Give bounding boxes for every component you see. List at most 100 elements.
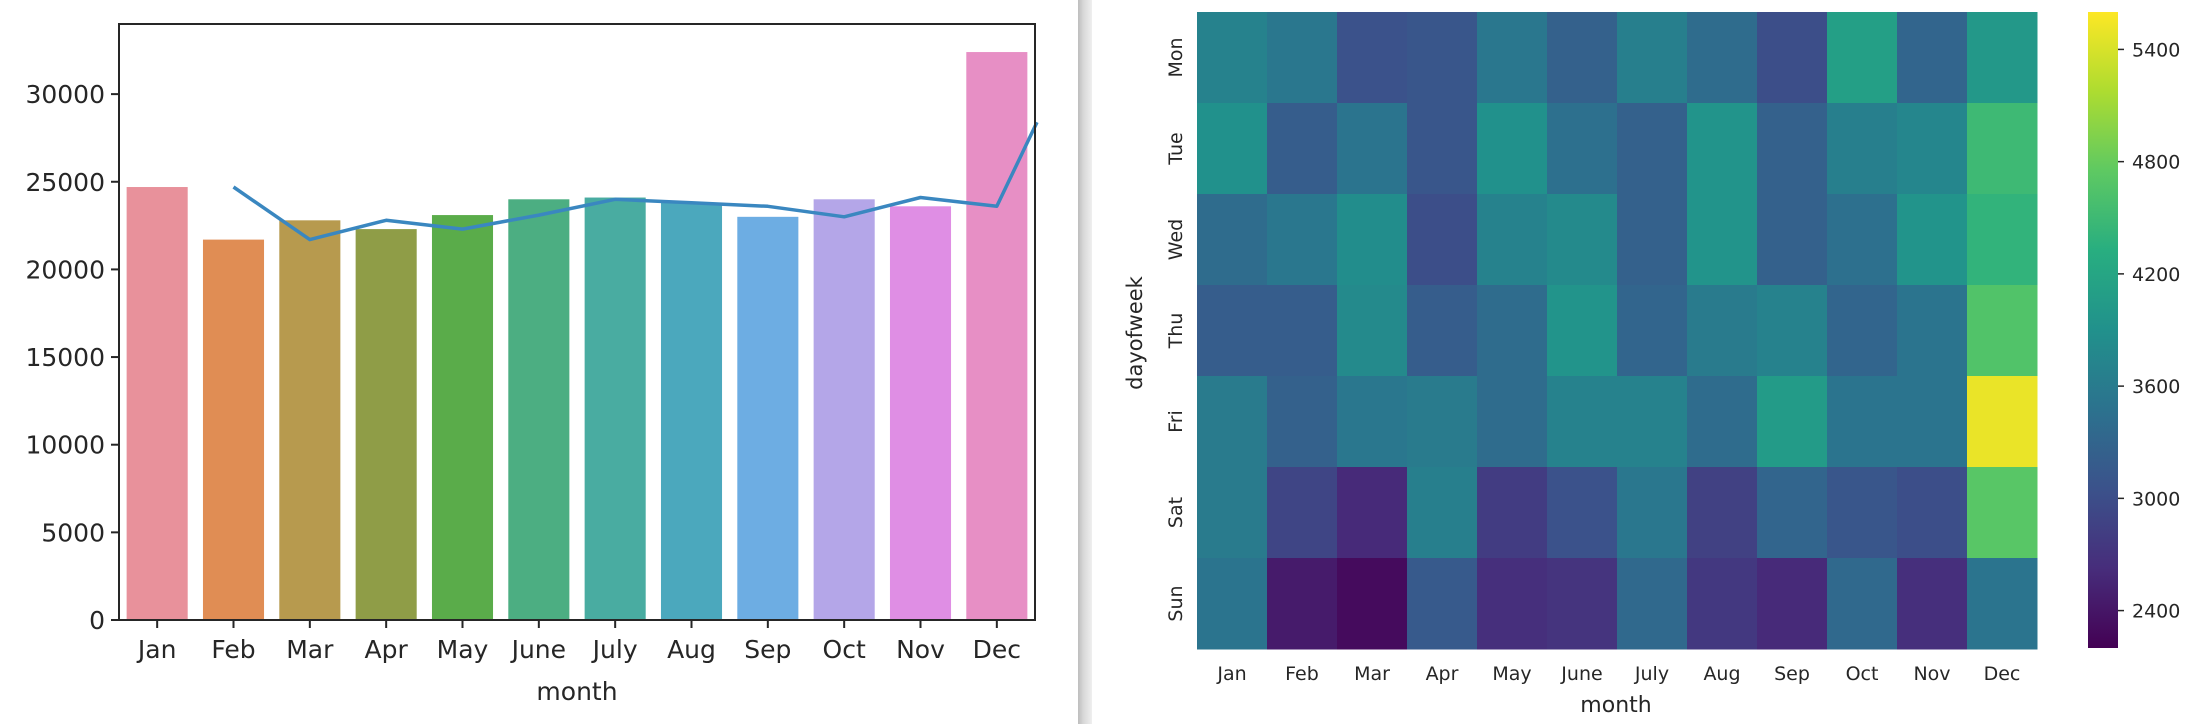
heatmap-cell-sun-july: [1617, 558, 1688, 650]
x-tick-label: Feb: [1285, 663, 1319, 685]
heatmap-cell-sat-sep: [1757, 467, 1828, 559]
heatmap-cell-sun-apr: [1407, 558, 1478, 650]
bar-june: [508, 199, 570, 620]
x-tick-label: May: [437, 635, 489, 664]
heatmap-cell-tue-may: [1477, 103, 1548, 195]
heatmap-cell-fri-nov: [1897, 376, 1968, 468]
x-tick-label: Nov: [1913, 663, 1950, 685]
heatmap-cell-wed-june: [1547, 194, 1618, 286]
x-tick-label: July: [1634, 663, 1669, 685]
heatmap-cell-sat-may: [1477, 467, 1548, 559]
heatmap-cell-mon-apr: [1407, 12, 1478, 104]
heatmap-cell-sat-oct: [1827, 467, 1898, 559]
bar-chart: 0 5000 10000 15000 20000 25000 30000 Jan Feb Mar…: [25, 23, 1039, 706]
panel-divider: [1078, 0, 1092, 724]
bar-feb: [202, 239, 265, 621]
heatmap-cell-tue-aug: [1687, 103, 1758, 195]
heatmap-cell-tue-apr: [1407, 103, 1478, 195]
heatmap-cell-fri-jan: [1197, 376, 1268, 468]
bar-oct: [813, 199, 875, 620]
bar-dec: [966, 52, 1028, 620]
heatmap-cell-thu-apr: [1407, 285, 1478, 377]
heatmap-cell-tue-nov: [1897, 103, 1968, 195]
bar-chart-panel: 0 5000 10000 15000 20000 25000 30000 Jan Feb Mar…: [0, 0, 1078, 724]
heatmap-cell-mon-dec: [1967, 12, 2038, 104]
bar-sep: [737, 216, 799, 620]
bar-aug: [660, 202, 723, 621]
x-tick-label: Dec: [1984, 663, 2021, 685]
bar-jan: [126, 187, 188, 620]
heatmap-cell-fri-mar: [1337, 376, 1408, 468]
y-tick-label: 25000: [25, 168, 105, 197]
colorbar-tick-label: 3600: [2132, 376, 2180, 398]
x-tick-label: Aug: [1703, 663, 1740, 685]
x-tick-label: Mar: [1354, 663, 1390, 685]
x-tick-label: June: [510, 635, 566, 664]
heatmap-cell-mon-mar: [1337, 12, 1408, 104]
x-tick-label: Jan: [136, 635, 177, 664]
heatmap-cell-sun-june: [1547, 558, 1618, 650]
heatmap-cell-sat-aug: [1687, 467, 1758, 559]
heatmap-cell-fri-may: [1477, 376, 1548, 468]
y-tick-label: 15000: [25, 343, 105, 372]
colorbar-tick-label: 2400: [2132, 601, 2180, 623]
colorbar-tick-label: 5400: [2132, 39, 2180, 61]
heatmap-cell-sun-dec: [1967, 558, 2038, 650]
heatmap-cell-fri-oct: [1827, 376, 1898, 468]
heatmap-cell-sun-nov: [1897, 558, 1968, 650]
heatmap-cell-tue-june: [1547, 103, 1618, 195]
heatmap-cell-sat-feb: [1267, 467, 1338, 559]
heatmap-cell-sun-oct: [1827, 558, 1898, 650]
heatmap-cell-fri-feb: [1267, 376, 1338, 468]
x-tick-label: Apr: [365, 635, 409, 664]
y-tick-label: Sat: [1165, 497, 1187, 528]
heatmap-cell-tue-sep: [1757, 103, 1828, 195]
y-tick-label: 0: [89, 606, 105, 635]
heatmap-cell-thu-feb: [1267, 285, 1338, 377]
heatmap-cell-mon-jan: [1197, 12, 1268, 104]
y-tick-label: Sun: [1165, 585, 1187, 621]
heatmap-cell-wed-dec: [1967, 194, 2038, 286]
heatmap-cell-sat-june: [1547, 467, 1618, 559]
bar-may: [431, 215, 494, 620]
heatmap-cell-fri-sep: [1757, 376, 1828, 468]
colorbar-tick-label: 3000: [2132, 488, 2180, 510]
heatmap-cell-wed-aug: [1687, 194, 1758, 286]
heatmap-cell-fri-june: [1547, 376, 1618, 468]
colorbar-tick-label: 4200: [2132, 264, 2180, 286]
y-tick-label: Wed: [1165, 219, 1187, 260]
heatmap-cell-sat-mar: [1337, 467, 1408, 559]
x-tick-label: Oct: [1846, 663, 1879, 685]
heatmap-cell-tue-oct: [1827, 103, 1898, 195]
heatmap-cell-thu-may: [1477, 285, 1548, 377]
heatmap-cell-sat-dec: [1967, 467, 2038, 559]
heatmap-cell-fri-apr: [1407, 376, 1478, 468]
heatmap-cell-wed-feb: [1267, 194, 1338, 286]
heatmap-cell-wed-mar: [1337, 194, 1408, 286]
heatmap-cell-mon-feb: [1267, 12, 1338, 104]
heatmap-cell-sun-sep: [1757, 558, 1828, 650]
x-tick-label: Nov: [896, 635, 945, 664]
x-tick-label: Dec: [973, 635, 1021, 664]
heatmap-cell-sun-feb: [1267, 558, 1338, 650]
heatmap-cell-tue-mar: [1337, 103, 1408, 195]
bar-july: [584, 197, 646, 620]
heatmap-cell-mon-oct: [1827, 12, 1898, 104]
x-tick-label: Mar: [286, 635, 334, 664]
y-axis-label: dayofweek: [1123, 275, 1147, 390]
heatmap-cell-fri-aug: [1687, 376, 1758, 468]
heatmap-cell-sun-jan: [1197, 558, 1268, 650]
heatmap-cell-tue-dec: [1967, 103, 2038, 195]
heatmap-cell-thu-nov: [1897, 285, 1968, 377]
heatmap-cell-wed-may: [1477, 194, 1548, 286]
heatmap-cell-sun-mar: [1337, 558, 1408, 650]
trend-line: [232, 121, 1039, 242]
heatmap-cell-thu-july: [1617, 285, 1688, 377]
x-tick-label: Oct: [823, 635, 866, 664]
heatmap-cell-tue-july: [1617, 103, 1688, 195]
heatmap-cell-mon-sep: [1757, 12, 1828, 104]
heatmap-cell-wed-nov: [1897, 194, 1968, 286]
x-tick-label: Apr: [1426, 663, 1459, 685]
heatmap-panel: Mon Tue Wed Thu Fri Sat Sun Jan Feb Mar Apr May Jun…: [1092, 0, 2196, 724]
heatmap-cell-wed-july: [1617, 194, 1688, 286]
